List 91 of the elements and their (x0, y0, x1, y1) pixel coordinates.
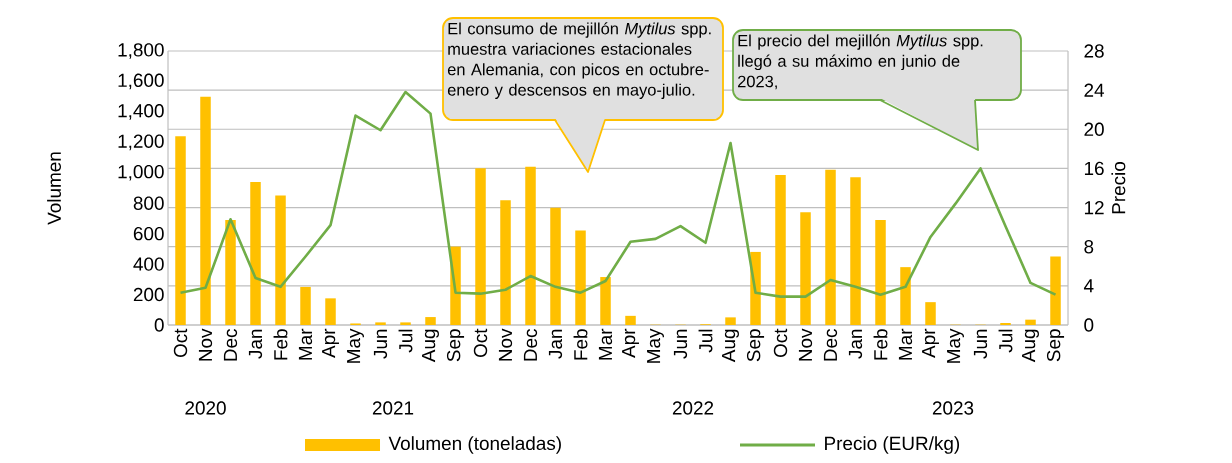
y-tick-label: 1,400 (118, 104, 164, 120)
y2-tick-label: 0 (1084, 318, 1094, 332)
x-tick-label: Oct (773, 328, 788, 358)
x-tick-label: Aug (722, 329, 739, 363)
y2-axis-title: Precio (1111, 161, 1126, 214)
x-tick-label: Apr (322, 328, 339, 358)
x-tick-label: May (947, 328, 964, 363)
y-tick-label: 1,600 (118, 73, 164, 90)
bar (1050, 256, 1061, 325)
y-tick-label: 400 (133, 257, 164, 271)
bar (425, 317, 436, 325)
bar (175, 136, 186, 325)
x-tick-label: Mar (298, 328, 313, 360)
text: 2022 (672, 401, 714, 415)
bar (200, 96, 211, 325)
bar (775, 175, 786, 325)
bar (325, 298, 336, 325)
x-tick-label: Nov (498, 328, 513, 361)
y2-tick-label: 12 (1084, 200, 1104, 215)
bar (600, 277, 611, 325)
text: 2020 (185, 401, 226, 415)
bar (1025, 319, 1036, 325)
y-tick-label: 600 (133, 226, 164, 241)
y2-tick-label: 20 (1084, 122, 1104, 136)
x-tick-label: Sep (1046, 329, 1065, 362)
bar (525, 166, 536, 325)
bar (500, 200, 511, 325)
bar (925, 302, 936, 325)
bar (725, 317, 736, 325)
y2-tick-label: 24 (1084, 83, 1105, 97)
y-axis-title: Volumen (47, 152, 61, 225)
x-tick-label: Apr (622, 328, 639, 358)
x-tick-label: Aug (422, 329, 439, 363)
bar (875, 219, 886, 325)
x-tick-label: Mar (898, 328, 913, 360)
bar (400, 322, 411, 325)
y-tick-label: 1,200 (118, 134, 164, 151)
text: 2023 (932, 401, 974, 415)
x-tick-label: Mar (598, 328, 613, 360)
y-tick-label: 0 (154, 318, 164, 332)
bar (300, 286, 311, 325)
x-tick-label: Jan (848, 329, 863, 359)
x-tick-label: Nov (198, 328, 213, 361)
y2-tick-label: 16 (1084, 161, 1104, 176)
x-tick-label: Oct (473, 328, 488, 358)
bar (550, 207, 561, 325)
bar (575, 230, 586, 325)
bar (275, 195, 286, 325)
y2-tick-label: 8 (1084, 240, 1094, 254)
x-tick-label: Dec (223, 329, 238, 361)
x-tick-label: Feb (873, 329, 888, 360)
y-tick-label: 200 (133, 287, 164, 302)
y-tick-label: 1,800 (118, 43, 164, 59)
x-tick-label: Dec (523, 329, 538, 361)
annotation: El precio del mejillón Mytilus spp. llegó a su máximo en junio de 2023, (738, 34, 983, 90)
y2-tick-label: 4 (1083, 279, 1094, 293)
x-tick-label: Aug (1022, 329, 1039, 363)
x-tick-label: Sep (746, 329, 765, 362)
bar (800, 212, 811, 325)
x-tick-label: Jan (548, 329, 563, 359)
y2-tick-label: 28 (1084, 44, 1104, 58)
y-tick-label: 800 (133, 196, 164, 210)
text: 2021 (372, 401, 414, 415)
bar (375, 322, 386, 325)
x-tick-label: Jul (398, 329, 413, 353)
bar (475, 168, 486, 325)
x-tick-label: Jun (673, 329, 688, 359)
bar (900, 267, 911, 325)
bar (225, 219, 236, 325)
x-tick-label: Sep (446, 329, 465, 362)
bar (850, 177, 861, 325)
bar (625, 315, 636, 325)
x-tick-label: May (347, 328, 364, 363)
x-tick-label: Jan (248, 329, 263, 359)
x-tick-label: Feb (273, 329, 288, 360)
x-tick-label: Oct (173, 328, 188, 358)
x-tick-label: Dec (823, 329, 838, 361)
annotation: El consumo de mejillón Mytilus spp. muestra variaciones estacionales en Alemania, con picos en octubre-enero y descensos en mayo-julio. (447, 22, 711, 99)
legend-label: Precio (EUR/kg) (825, 436, 960, 454)
x-tick-label: Jul (998, 329, 1013, 353)
x-tick-label: Nov (798, 328, 813, 361)
x-tick-label: Jul (698, 329, 713, 353)
x-tick-label: May (647, 328, 664, 363)
bar (250, 181, 261, 325)
legend-label: Volumen (toneladas) (388, 436, 561, 454)
y-tick-label: 1,000 (118, 164, 164, 181)
bar (825, 169, 836, 325)
x-tick-label: Apr (922, 328, 939, 358)
x-tick-label: Feb (573, 329, 588, 360)
x-tick-label: Jun (373, 329, 388, 359)
x-tick-label: Jun (973, 329, 988, 359)
